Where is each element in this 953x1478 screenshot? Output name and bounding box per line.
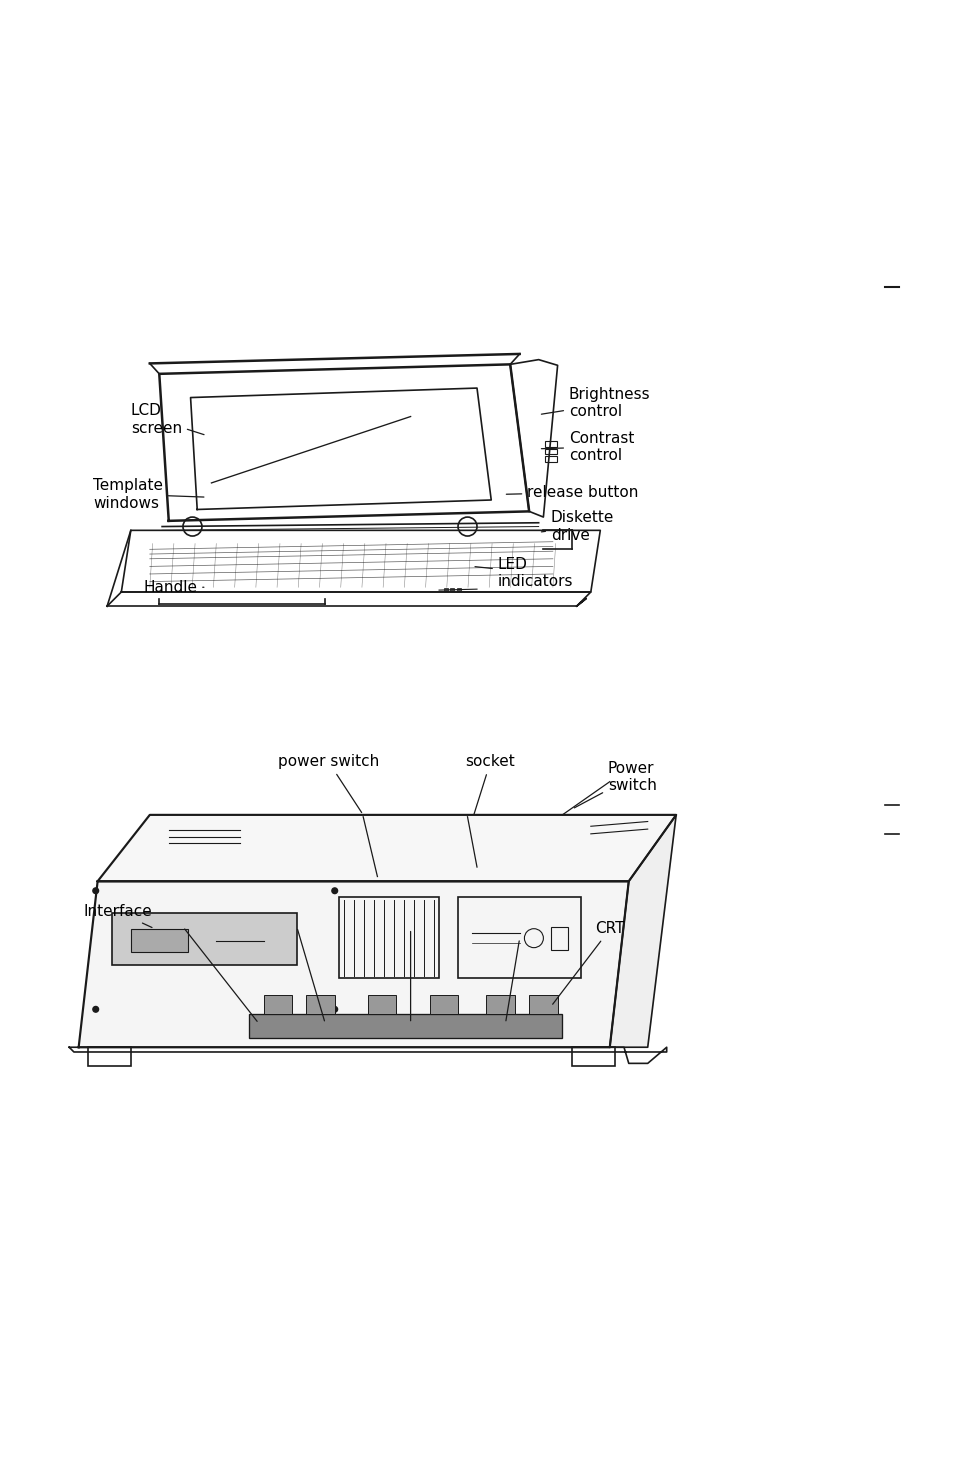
Text: Contrast
control: Contrast control [541,430,634,463]
Text: Brightness
control: Brightness control [540,387,650,420]
Bar [429,995,457,1014]
Bar [88,1048,131,1066]
Text: Power
switch: Power switch [574,761,656,808]
Text: socket: socket [465,754,515,814]
Circle shape [92,1007,98,1012]
Bar [131,928,188,952]
Polygon shape [609,814,676,1048]
Text: power switch: power switch [277,754,378,813]
Bar [339,897,438,978]
Bar [571,1048,614,1066]
Bar [456,588,460,591]
Text: Interface: Interface [83,905,152,928]
Text: CRT: CRT [552,921,624,1004]
Bar [551,927,567,949]
Polygon shape [97,814,676,881]
Circle shape [332,888,337,894]
Bar [263,995,292,1014]
Bar [443,588,447,591]
Bar [529,995,558,1014]
Text: LCD
screen: LCD screen [131,403,204,436]
Circle shape [332,1007,337,1012]
Polygon shape [78,881,628,1048]
Bar [545,442,557,446]
Bar [450,588,454,591]
Bar [545,449,557,454]
Bar [486,995,515,1014]
Text: Template
windows: Template windows [92,477,204,510]
Bar [457,897,580,978]
Bar [112,912,296,965]
Circle shape [92,888,98,894]
Text: LED
indicators: LED indicators [475,557,573,590]
Bar [545,457,557,463]
Text: Diskette
drive: Diskette drive [541,510,614,542]
Bar [249,1014,561,1038]
Bar [306,995,335,1014]
Bar [368,995,395,1014]
Text: Handle: Handle [143,579,204,594]
Text: release button: release button [506,485,638,500]
